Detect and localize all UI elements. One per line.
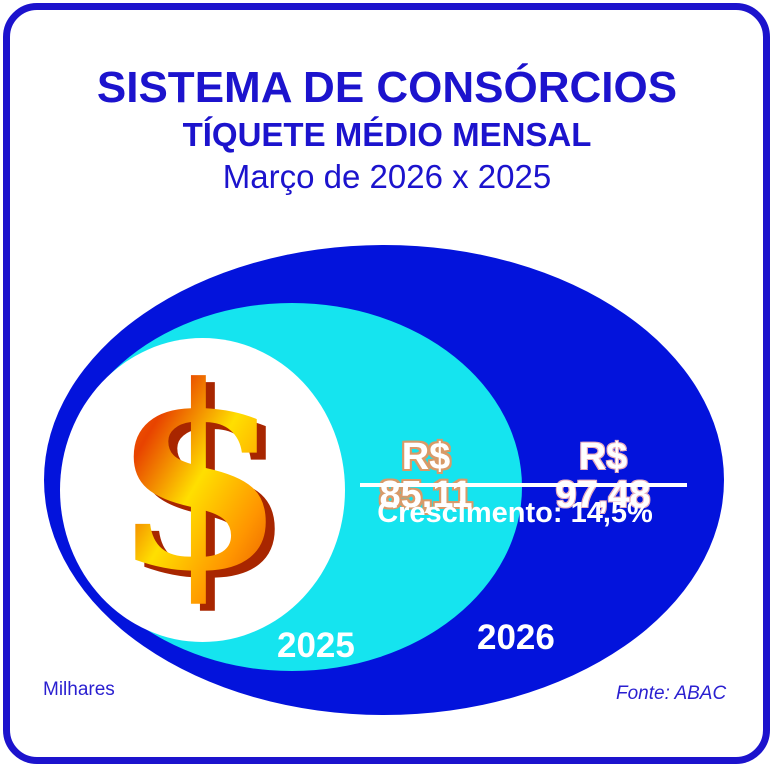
- year-label-2025: 2025: [277, 626, 355, 665]
- divider-line: [360, 483, 687, 487]
- period-label: Março de 2026 x 2025: [222, 158, 552, 195]
- ellipse-core-white: [60, 338, 345, 642]
- page-subtitle: TÍQUETE MÉDIO MENSAL: [182, 116, 592, 153]
- value-2026: R$ 97,48: [555, 436, 651, 516]
- year-label-2026: 2026: [477, 618, 555, 657]
- dollar-sign-icon: $ $: [111, 331, 295, 634]
- page-title: SISTEMA DE CONSÓRCIOS: [96, 63, 678, 112]
- value-2025: R$ 85,11: [379, 436, 473, 516]
- dollar-sign-shadow: $: [120, 338, 295, 634]
- scale-note: Milhares: [43, 679, 115, 700]
- growth-label: Crescimento: 14,5%: [377, 497, 653, 529]
- dollar-sign-face: $: [111, 331, 286, 627]
- header: SISTEMA DE CONSÓRCIOS TÍQUETE MÉDIO MENS…: [0, 63, 774, 195]
- source-label: Fonte: ABAC: [616, 683, 727, 704]
